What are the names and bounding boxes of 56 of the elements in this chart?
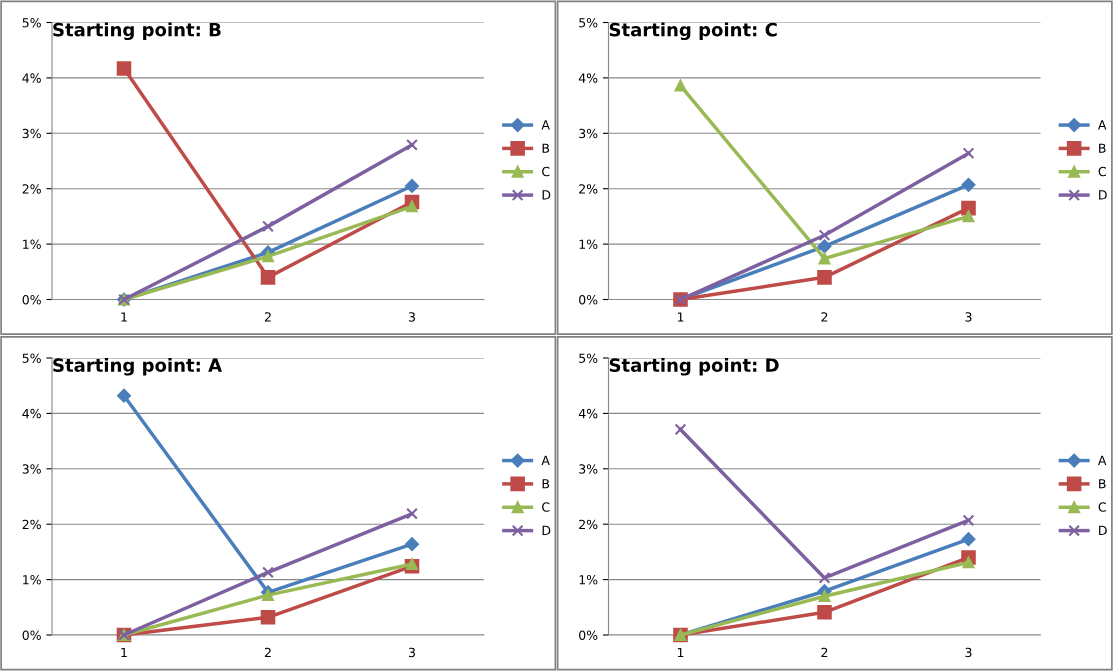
- y-tick-label: 2%: [22, 184, 41, 194]
- legend-label: C: [1098, 502, 1106, 512]
- legend-label: B: [1099, 143, 1106, 153]
- y-tick-label: 0%: [579, 294, 598, 305]
- legend-label: C: [542, 166, 550, 177]
- y-tick-label: 3%: [579, 128, 598, 139]
- x-tick-label: 3: [965, 647, 972, 658]
- legend-label: D: [542, 190, 551, 200]
- y-tick-label: 2%: [579, 519, 598, 530]
- legend-label: D: [542, 525, 551, 535]
- x-tick-label: 1: [677, 647, 684, 657]
- chart-title: Starting point: D: [609, 358, 779, 376]
- x-tick-label: 3: [965, 312, 972, 322]
- chart-title: Starting point: B: [53, 22, 221, 41]
- y-tick-label: 0%: [22, 630, 41, 640]
- y-tick-label: 5%: [579, 353, 598, 363]
- x-tick-label: 3: [408, 647, 415, 658]
- y-tick-label: 1%: [579, 239, 598, 250]
- legend-label: C: [542, 502, 550, 512]
- y-tick-label: 1%: [23, 575, 41, 585]
- y-tick-label: 1%: [579, 575, 598, 585]
- legend-label: B: [1099, 479, 1106, 489]
- chart-title: Starting point: A: [53, 358, 222, 376]
- y-tick-label: 2%: [579, 184, 598, 194]
- y-tick-label: 5%: [579, 17, 598, 28]
- x-tick-label: 2: [821, 647, 828, 657]
- y-tick-label: 3%: [22, 128, 41, 139]
- x-tick-label: 1: [121, 312, 127, 322]
- y-tick-label: 4%: [22, 73, 41, 83]
- legend-label: A: [1097, 120, 1107, 130]
- y-tick-label: 2%: [22, 519, 41, 530]
- y-tick-label: 4%: [578, 73, 598, 83]
- y-tick-label: 4%: [22, 408, 41, 419]
- legend-label: A: [1097, 455, 1107, 465]
- x-tick-label: 2: [264, 647, 271, 657]
- y-tick-label: 5%: [22, 17, 41, 28]
- legend-label: A: [541, 455, 550, 465]
- y-tick-label: 0%: [22, 294, 41, 305]
- legend-label: B: [542, 479, 550, 489]
- legend-label: D: [1099, 525, 1107, 535]
- y-tick-label: 0%: [579, 630, 598, 640]
- chart-title: Starting point: C: [609, 22, 777, 41]
- legend-label: B: [542, 143, 550, 153]
- x-tick-label: 2: [821, 312, 828, 322]
- legend-label: D: [1099, 190, 1107, 200]
- x-tick-label: 2: [264, 312, 271, 322]
- x-tick-label: 1: [677, 312, 684, 322]
- y-tick-label: 3%: [22, 464, 41, 474]
- legend-label: C: [1098, 166, 1106, 177]
- y-tick-label: 3%: [579, 464, 598, 474]
- y-tick-label: 5%: [22, 353, 41, 363]
- y-tick-label: 1%: [23, 239, 41, 250]
- legend-label: A: [541, 120, 550, 130]
- x-tick-label: 3: [408, 312, 415, 322]
- y-tick-label: 4%: [578, 408, 598, 419]
- x-tick-label: 1: [121, 647, 127, 657]
